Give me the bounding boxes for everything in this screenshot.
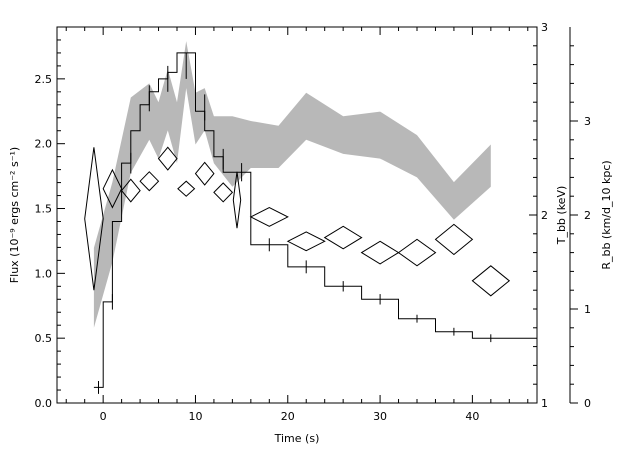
temperature-point xyxy=(434,223,474,256)
flux-tick-label: 1.0 xyxy=(35,267,53,280)
temperature-point xyxy=(232,171,242,229)
temperature-point xyxy=(323,225,363,250)
x-tick-label: 40 xyxy=(465,410,479,423)
flux-axis-label: Flux (10⁻⁹ ergs cm⁻² s⁻¹) xyxy=(8,147,21,283)
radius-tick-label: 3 xyxy=(584,115,591,128)
radius-band xyxy=(93,41,491,328)
radius-tick-label: 1 xyxy=(584,303,591,316)
temperature-tick-label: 2 xyxy=(541,209,548,222)
x-tick-label: 0 xyxy=(100,410,107,423)
radius-band-layer xyxy=(93,41,491,328)
x-tick-label: 30 xyxy=(373,410,387,423)
x-tick-label: 10 xyxy=(188,410,202,423)
radius-tick-label: 0 xyxy=(584,397,591,410)
flux-tick-label: 0.0 xyxy=(35,397,53,410)
flux-tick-label: 0.5 xyxy=(35,332,53,345)
temperature-tick-label: 1 xyxy=(541,397,548,410)
temperature-point xyxy=(286,231,326,252)
x-tick-label: 20 xyxy=(281,410,295,423)
temperature-point xyxy=(471,265,511,297)
x-axis-label: Time (s) xyxy=(274,432,320,445)
temperature-layer xyxy=(84,146,511,297)
flux-tick-label: 1.5 xyxy=(35,203,53,216)
temperature-point xyxy=(120,178,141,203)
temperature-point xyxy=(397,238,437,267)
temperature-point xyxy=(84,147,104,291)
radius-tick-label: 2 xyxy=(584,209,591,222)
temperature-point xyxy=(139,171,160,192)
temperature-tick-label: 3 xyxy=(541,21,548,34)
temperature-point xyxy=(177,180,196,197)
flux-tick-label: 2.0 xyxy=(35,138,53,151)
flux-layer xyxy=(93,52,537,394)
temperature-axis-label: T_bb (keV) xyxy=(555,186,568,246)
temperature-point xyxy=(249,206,289,227)
temperature-point xyxy=(157,146,178,171)
temperature-point xyxy=(194,161,215,186)
radius-axis-label: R_bb (km/d_10 kpc) xyxy=(600,160,613,269)
flux-tick-label: 2.5 xyxy=(35,73,53,86)
temperature-point xyxy=(213,182,234,203)
